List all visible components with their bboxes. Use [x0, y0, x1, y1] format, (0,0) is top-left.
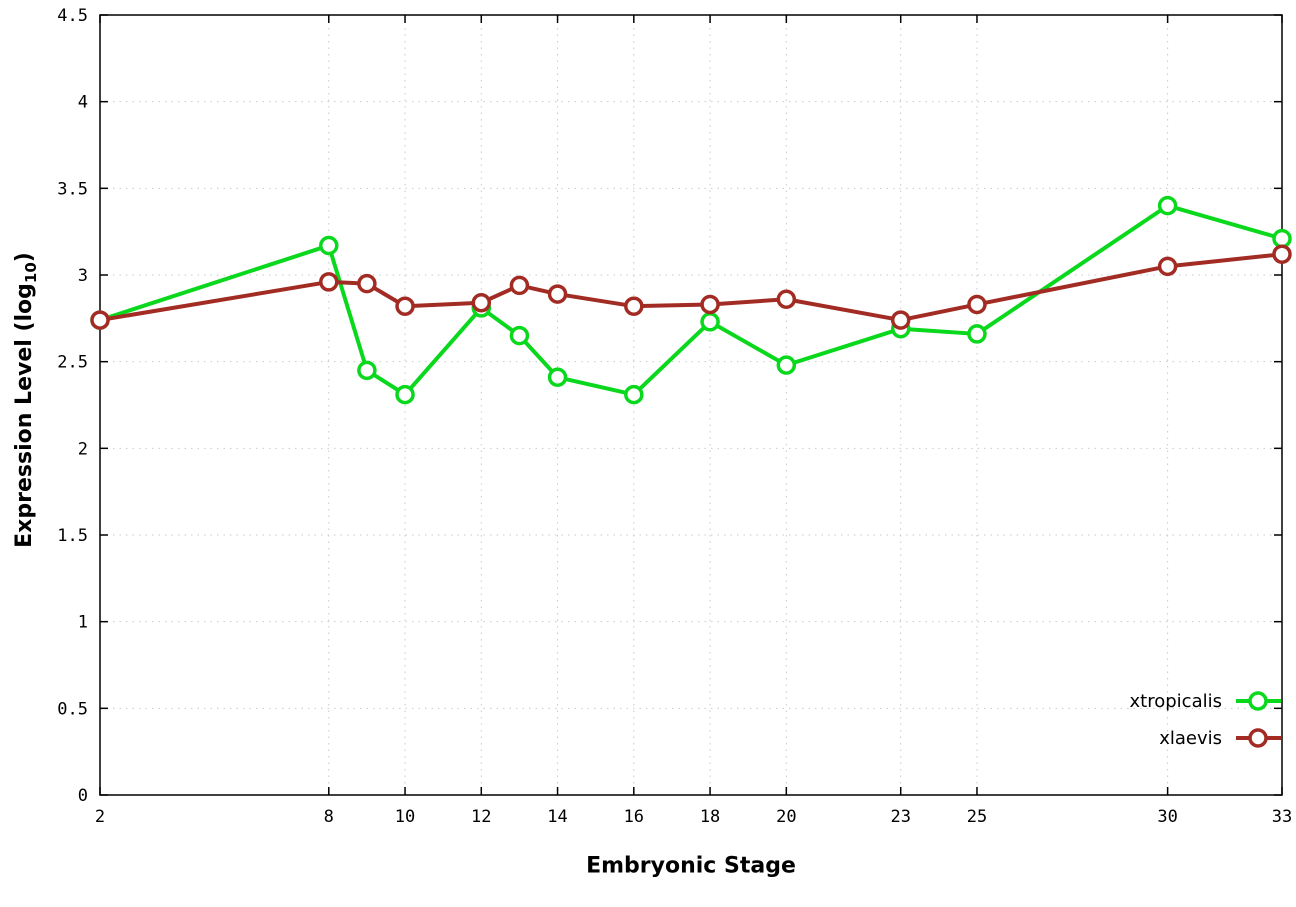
series-xtropicalis [90, 195, 1292, 405]
legend-swatch-marker-xlaevis [1248, 728, 1268, 748]
data-point-xlaevis [319, 272, 339, 292]
data-point-xtropicalis [357, 360, 377, 381]
y-tick-label: 0.5 [57, 699, 88, 719]
x-tick-label: 18 [700, 807, 720, 827]
data-point-xtropicalis [967, 324, 987, 344]
data-point-xlaevis [967, 294, 987, 315]
data-point-xlaevis [357, 273, 377, 294]
y-tick-label: 4 [78, 93, 88, 113]
data-point-xlaevis [1157, 256, 1178, 277]
data-point-xtropicalis [395, 384, 415, 405]
x-tick-label: 14 [547, 807, 567, 827]
x-tick-label: 25 [967, 807, 987, 827]
data-point-xtropicalis [776, 355, 797, 375]
data-point-xlaevis [509, 275, 530, 296]
x-tick-label: 20 [776, 807, 796, 827]
data-point-xlaevis [776, 289, 797, 310]
y-axis-title-close: ) [11, 252, 37, 263]
data-point-xlaevis [700, 294, 720, 315]
plot-border [99, 14, 1283, 796]
y-tick-label: 2.5 [57, 353, 88, 373]
x-tick-label: 16 [624, 807, 644, 827]
data-point-xlaevis [395, 296, 415, 316]
x-tick-label: 33 [1272, 807, 1292, 827]
y-tick-label: 2 [78, 439, 88, 459]
y-axis-title-text: Expression Level (log [11, 283, 37, 548]
y-tick-label: 3 [78, 266, 88, 286]
legend-label-xtropicalis: xtropicalis [1130, 691, 1222, 712]
y-tick-label: 4.5 [57, 6, 88, 26]
data-point-xtropicalis [509, 325, 530, 346]
y-tick-label: 1 [78, 613, 88, 633]
data-point-xlaevis [1272, 244, 1292, 264]
x-tick-label: 8 [324, 807, 334, 827]
y-tick-label: 3.5 [57, 179, 88, 199]
data-point-xlaevis [624, 296, 644, 316]
x-tick-label: 10 [395, 807, 415, 827]
y-axis-title: Expression Level (log10) [12, 252, 40, 548]
legend-label-xlaevis: xlaevis [1159, 728, 1222, 749]
data-point-xtropicalis [624, 384, 644, 405]
data-point-xlaevis [471, 292, 492, 313]
data-point-xlaevis [890, 310, 911, 330]
series-xlaevis [90, 244, 1292, 330]
tick-labels: 2 8 10 12 14 16 18 20 23 25 30 33 0 0.5 1 1.5 2 2.5 3 3.5 4 4… [57, 6, 1292, 827]
series-line-xtropicalis [98, 203, 1284, 397]
x-tick-label: 2 [95, 807, 105, 827]
x-axis-title: Embryonic Stage [586, 853, 796, 879]
data-point-xtropicalis [319, 235, 339, 256]
y-axis-title-subscript: 10 [22, 262, 41, 284]
legend: xtropicalis xlaevis [1130, 691, 1281, 749]
x-tick-label: 23 [890, 807, 910, 827]
data-point-xtropicalis [547, 367, 568, 388]
data-point-xlaevis [90, 310, 110, 330]
axis-ticks [99, 14, 1283, 796]
legend-swatch-marker-xtropicalis [1248, 691, 1268, 711]
data-point-xtropicalis [1157, 195, 1178, 216]
data-point-xtropicalis [700, 312, 720, 332]
x-tick-label: 12 [471, 807, 491, 827]
gridlines [99, 14, 1283, 796]
x-tick-label: 30 [1157, 807, 1177, 827]
y-tick-label: 1.5 [57, 526, 88, 546]
data-point-xtropicalis [1272, 228, 1292, 249]
y-tick-label: 0 [78, 786, 88, 806]
data-point-xlaevis [547, 284, 568, 304]
